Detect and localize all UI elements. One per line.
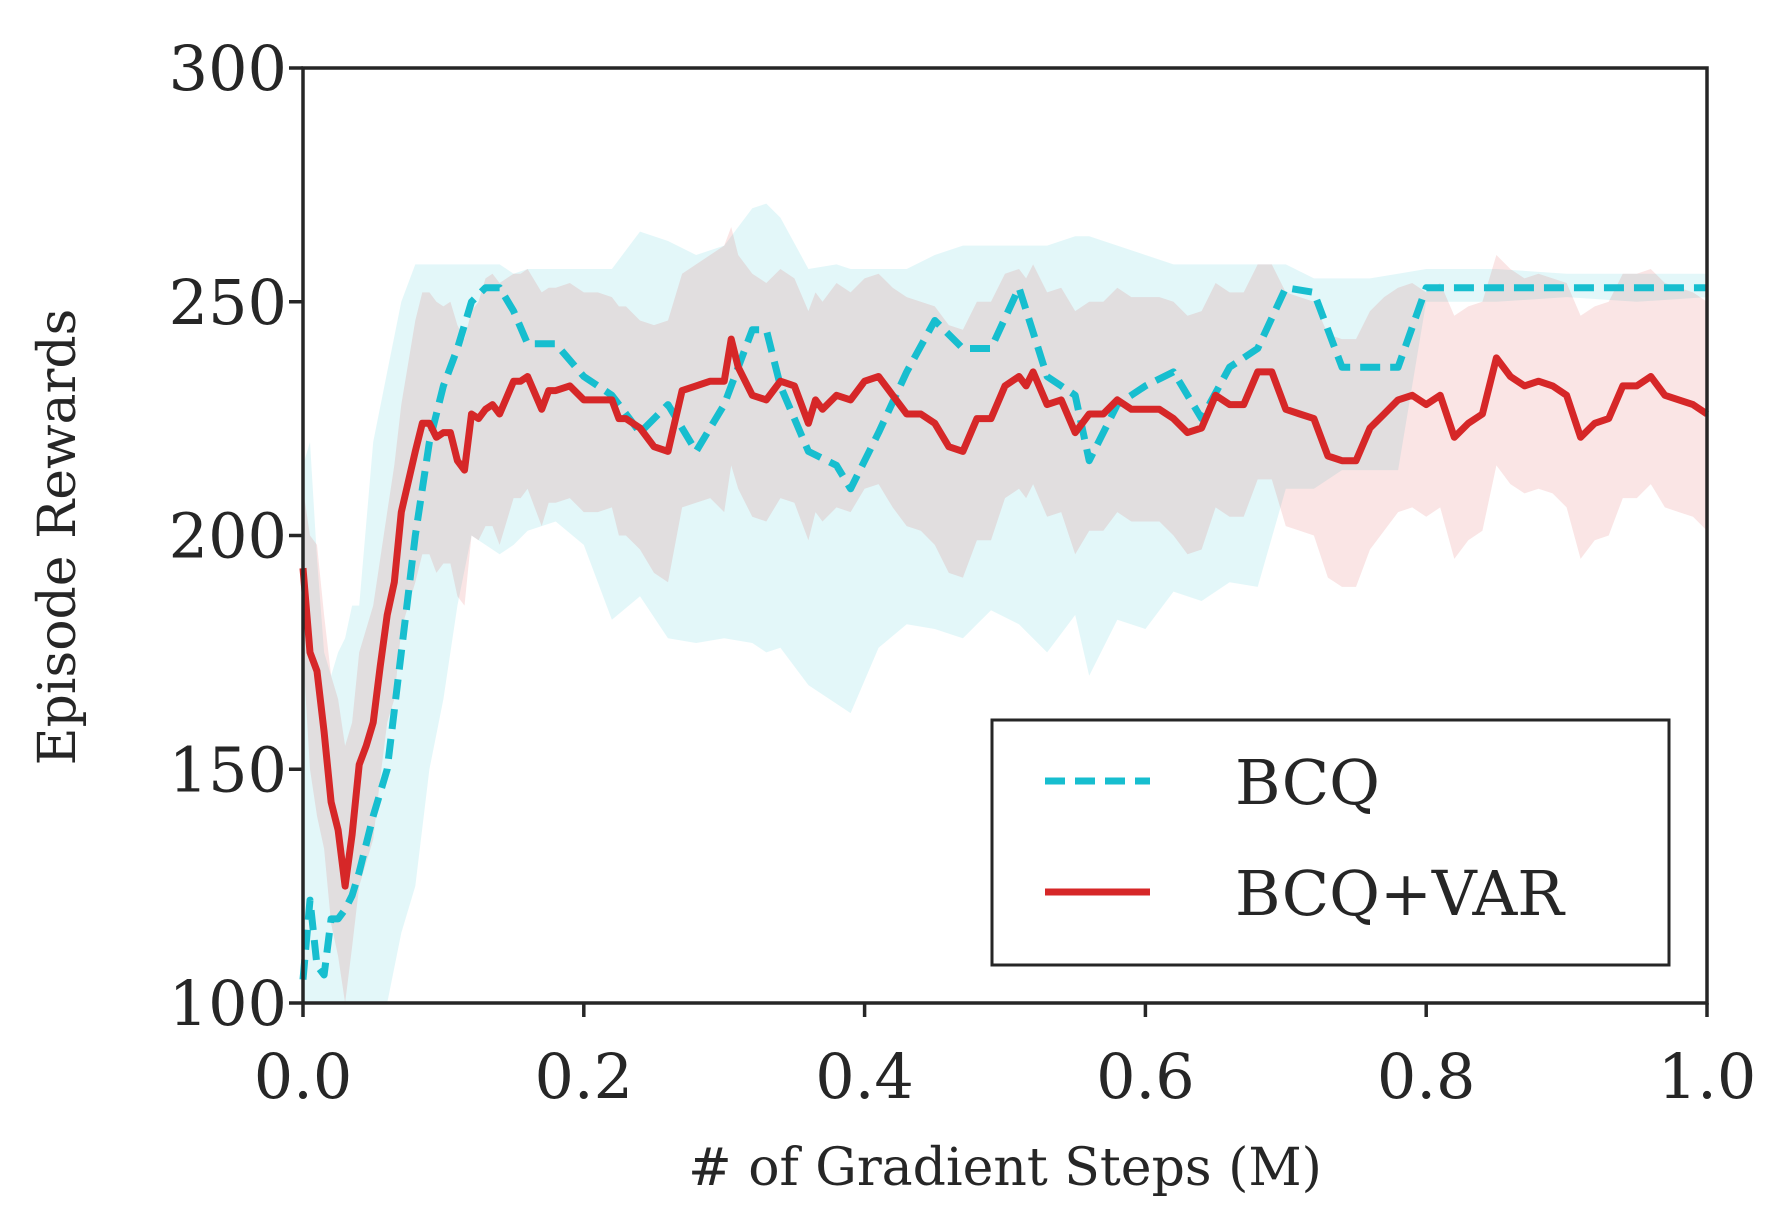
x-tick-label: 0.2 bbox=[534, 1040, 633, 1113]
y-axis-ticks: 100 150 200 250 300 bbox=[169, 32, 303, 1040]
x-tick-label: 0.4 bbox=[815, 1040, 914, 1113]
legend-label-bcq-var: BCQ+VAR bbox=[1235, 857, 1566, 930]
legend-label-bcq: BCQ bbox=[1235, 746, 1380, 819]
line-bcq-var bbox=[299, 335, 1709, 890]
x-tick-label: 1.0 bbox=[1658, 1040, 1757, 1113]
x-axis-label: # of Gradient Steps (M) bbox=[688, 1138, 1322, 1198]
y-tick-label: 150 bbox=[169, 733, 287, 806]
series-lines bbox=[299, 284, 1709, 980]
band-bcq bbox=[303, 203, 1707, 1004]
legend: BCQ BCQ+VAR bbox=[990, 718, 1671, 967]
x-axis-ticks: 0.0 0.2 0.4 0.6 0.8 1.0 bbox=[254, 1003, 1757, 1113]
y-axis-label: Episode Rewards bbox=[28, 309, 88, 766]
y-tick-label: 300 bbox=[169, 32, 287, 105]
line-bcq bbox=[299, 284, 1707, 980]
y-tick-label: 200 bbox=[169, 500, 287, 573]
y-tick-label: 250 bbox=[169, 266, 287, 339]
y-tick-label: 100 bbox=[169, 967, 287, 1040]
x-tick-label: 0.0 bbox=[254, 1040, 353, 1113]
x-tick-label: 0.8 bbox=[1377, 1040, 1476, 1113]
x-tick-label: 0.6 bbox=[1096, 1040, 1195, 1113]
legend-box bbox=[990, 718, 1671, 967]
